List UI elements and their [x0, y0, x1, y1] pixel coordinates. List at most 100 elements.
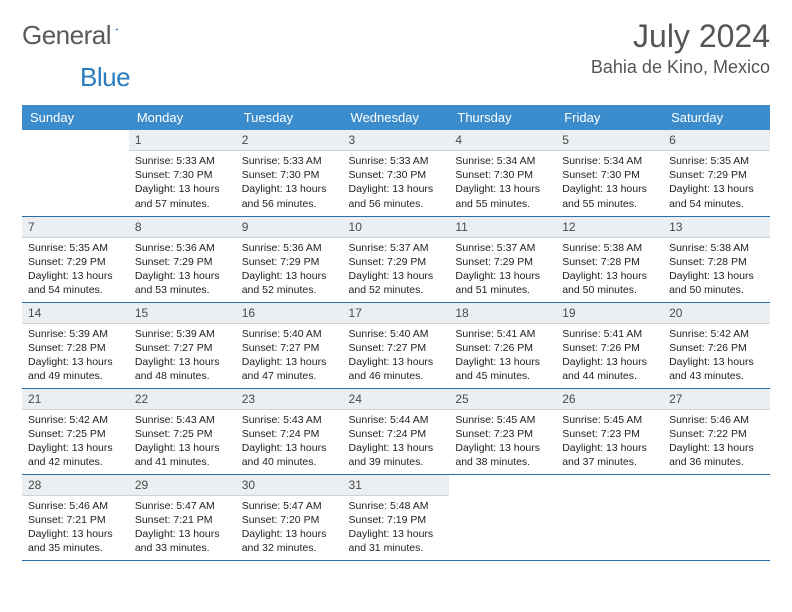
day-number: 27 — [663, 389, 770, 410]
calendar-day-cell: 6Sunrise: 5:35 AMSunset: 7:29 PMDaylight… — [663, 130, 770, 216]
day-number: 10 — [343, 217, 450, 238]
day-header: Wednesday — [343, 105, 450, 130]
day-header: Thursday — [449, 105, 556, 130]
calendar-day-cell — [22, 130, 129, 216]
calendar-day-cell: 2Sunrise: 5:33 AMSunset: 7:30 PMDaylight… — [236, 130, 343, 216]
calendar-week-row: 14Sunrise: 5:39 AMSunset: 7:28 PMDayligh… — [22, 302, 770, 388]
day-details: Sunrise: 5:35 AMSunset: 7:29 PMDaylight:… — [663, 151, 770, 215]
day-number: 24 — [343, 389, 450, 410]
day-number: 25 — [449, 389, 556, 410]
day-details: Sunrise: 5:37 AMSunset: 7:29 PMDaylight:… — [343, 238, 450, 302]
calendar-day-cell: 31Sunrise: 5:48 AMSunset: 7:19 PMDayligh… — [343, 474, 450, 560]
day-number: 18 — [449, 303, 556, 324]
day-number: 30 — [236, 475, 343, 496]
logo-text-blue: Blue — [80, 62, 130, 92]
calendar-week-row: 7Sunrise: 5:35 AMSunset: 7:29 PMDaylight… — [22, 216, 770, 302]
calendar-day-cell: 28Sunrise: 5:46 AMSunset: 7:21 PMDayligh… — [22, 474, 129, 560]
calendar-day-cell: 18Sunrise: 5:41 AMSunset: 7:26 PMDayligh… — [449, 302, 556, 388]
day-details: Sunrise: 5:34 AMSunset: 7:30 PMDaylight:… — [556, 151, 663, 215]
calendar-day-cell: 27Sunrise: 5:46 AMSunset: 7:22 PMDayligh… — [663, 388, 770, 474]
day-number: 3 — [343, 130, 450, 151]
day-details: Sunrise: 5:47 AMSunset: 7:21 PMDaylight:… — [129, 496, 236, 560]
day-details: Sunrise: 5:46 AMSunset: 7:21 PMDaylight:… — [22, 496, 129, 560]
day-number: 8 — [129, 217, 236, 238]
calendar-day-cell: 24Sunrise: 5:44 AMSunset: 7:24 PMDayligh… — [343, 388, 450, 474]
calendar-day-cell: 3Sunrise: 5:33 AMSunset: 7:30 PMDaylight… — [343, 130, 450, 216]
day-number: 6 — [663, 130, 770, 151]
logo: General — [22, 20, 139, 51]
day-details: Sunrise: 5:41 AMSunset: 7:26 PMDaylight:… — [556, 324, 663, 388]
calendar-day-cell — [663, 474, 770, 560]
day-header-row: Sunday Monday Tuesday Wednesday Thursday… — [22, 105, 770, 130]
calendar-day-cell: 9Sunrise: 5:36 AMSunset: 7:29 PMDaylight… — [236, 216, 343, 302]
day-header: Friday — [556, 105, 663, 130]
title-block: July 2024 Bahia de Kino, Mexico — [591, 18, 770, 78]
day-number: 23 — [236, 389, 343, 410]
day-details: Sunrise: 5:47 AMSunset: 7:20 PMDaylight:… — [236, 496, 343, 560]
day-details: Sunrise: 5:43 AMSunset: 7:24 PMDaylight:… — [236, 410, 343, 474]
day-details: Sunrise: 5:46 AMSunset: 7:22 PMDaylight:… — [663, 410, 770, 474]
day-details: Sunrise: 5:40 AMSunset: 7:27 PMDaylight:… — [236, 324, 343, 388]
day-details: Sunrise: 5:37 AMSunset: 7:29 PMDaylight:… — [449, 238, 556, 302]
day-details: Sunrise: 5:39 AMSunset: 7:28 PMDaylight:… — [22, 324, 129, 388]
calendar-day-cell — [449, 474, 556, 560]
calendar-day-cell: 20Sunrise: 5:42 AMSunset: 7:26 PMDayligh… — [663, 302, 770, 388]
calendar-day-cell: 17Sunrise: 5:40 AMSunset: 7:27 PMDayligh… — [343, 302, 450, 388]
day-details: Sunrise: 5:36 AMSunset: 7:29 PMDaylight:… — [236, 238, 343, 302]
calendar-day-cell: 8Sunrise: 5:36 AMSunset: 7:29 PMDaylight… — [129, 216, 236, 302]
day-header: Saturday — [663, 105, 770, 130]
day-number: 1 — [129, 130, 236, 151]
day-number: 19 — [556, 303, 663, 324]
calendar-day-cell: 22Sunrise: 5:43 AMSunset: 7:25 PMDayligh… — [129, 388, 236, 474]
day-number: 26 — [556, 389, 663, 410]
calendar-week-row: 1Sunrise: 5:33 AMSunset: 7:30 PMDaylight… — [22, 130, 770, 216]
day-details: Sunrise: 5:41 AMSunset: 7:26 PMDaylight:… — [449, 324, 556, 388]
day-details: Sunrise: 5:35 AMSunset: 7:29 PMDaylight:… — [22, 238, 129, 302]
location: Bahia de Kino, Mexico — [591, 57, 770, 78]
day-details: Sunrise: 5:33 AMSunset: 7:30 PMDaylight:… — [236, 151, 343, 215]
calendar-week-row: 21Sunrise: 5:42 AMSunset: 7:25 PMDayligh… — [22, 388, 770, 474]
calendar-day-cell: 1Sunrise: 5:33 AMSunset: 7:30 PMDaylight… — [129, 130, 236, 216]
day-number: 22 — [129, 389, 236, 410]
day-header: Tuesday — [236, 105, 343, 130]
day-details: Sunrise: 5:45 AMSunset: 7:23 PMDaylight:… — [449, 410, 556, 474]
calendar-week-row: 28Sunrise: 5:46 AMSunset: 7:21 PMDayligh… — [22, 474, 770, 560]
day-details: Sunrise: 5:48 AMSunset: 7:19 PMDaylight:… — [343, 496, 450, 560]
day-number: 28 — [22, 475, 129, 496]
day-number: 31 — [343, 475, 450, 496]
day-details: Sunrise: 5:38 AMSunset: 7:28 PMDaylight:… — [663, 238, 770, 302]
calendar-day-cell: 29Sunrise: 5:47 AMSunset: 7:21 PMDayligh… — [129, 474, 236, 560]
day-details: Sunrise: 5:42 AMSunset: 7:26 PMDaylight:… — [663, 324, 770, 388]
day-number: 15 — [129, 303, 236, 324]
day-number: 9 — [236, 217, 343, 238]
day-details: Sunrise: 5:40 AMSunset: 7:27 PMDaylight:… — [343, 324, 450, 388]
calendar-table: Sunday Monday Tuesday Wednesday Thursday… — [22, 105, 770, 561]
logo-triangle-icon — [115, 18, 118, 40]
day-number: 13 — [663, 217, 770, 238]
day-number: 7 — [22, 217, 129, 238]
day-details: Sunrise: 5:42 AMSunset: 7:25 PMDaylight:… — [22, 410, 129, 474]
day-details: Sunrise: 5:33 AMSunset: 7:30 PMDaylight:… — [343, 151, 450, 215]
day-details: Sunrise: 5:43 AMSunset: 7:25 PMDaylight:… — [129, 410, 236, 474]
day-details: Sunrise: 5:44 AMSunset: 7:24 PMDaylight:… — [343, 410, 450, 474]
calendar-day-cell: 21Sunrise: 5:42 AMSunset: 7:25 PMDayligh… — [22, 388, 129, 474]
day-header: Monday — [129, 105, 236, 130]
calendar-day-cell: 26Sunrise: 5:45 AMSunset: 7:23 PMDayligh… — [556, 388, 663, 474]
calendar-day-cell: 15Sunrise: 5:39 AMSunset: 7:27 PMDayligh… — [129, 302, 236, 388]
calendar-day-cell: 13Sunrise: 5:38 AMSunset: 7:28 PMDayligh… — [663, 216, 770, 302]
calendar-day-cell: 25Sunrise: 5:45 AMSunset: 7:23 PMDayligh… — [449, 388, 556, 474]
calendar-day-cell — [556, 474, 663, 560]
day-number: 5 — [556, 130, 663, 151]
day-details: Sunrise: 5:45 AMSunset: 7:23 PMDaylight:… — [556, 410, 663, 474]
day-number: 17 — [343, 303, 450, 324]
day-details: Sunrise: 5:33 AMSunset: 7:30 PMDaylight:… — [129, 151, 236, 215]
calendar-day-cell: 16Sunrise: 5:40 AMSunset: 7:27 PMDayligh… — [236, 302, 343, 388]
calendar-day-cell: 4Sunrise: 5:34 AMSunset: 7:30 PMDaylight… — [449, 130, 556, 216]
calendar-day-cell: 12Sunrise: 5:38 AMSunset: 7:28 PMDayligh… — [556, 216, 663, 302]
day-number: 20 — [663, 303, 770, 324]
calendar-day-cell: 14Sunrise: 5:39 AMSunset: 7:28 PMDayligh… — [22, 302, 129, 388]
day-details: Sunrise: 5:39 AMSunset: 7:27 PMDaylight:… — [129, 324, 236, 388]
day-number: 21 — [22, 389, 129, 410]
day-details: Sunrise: 5:34 AMSunset: 7:30 PMDaylight:… — [449, 151, 556, 215]
month-title: July 2024 — [591, 18, 770, 55]
